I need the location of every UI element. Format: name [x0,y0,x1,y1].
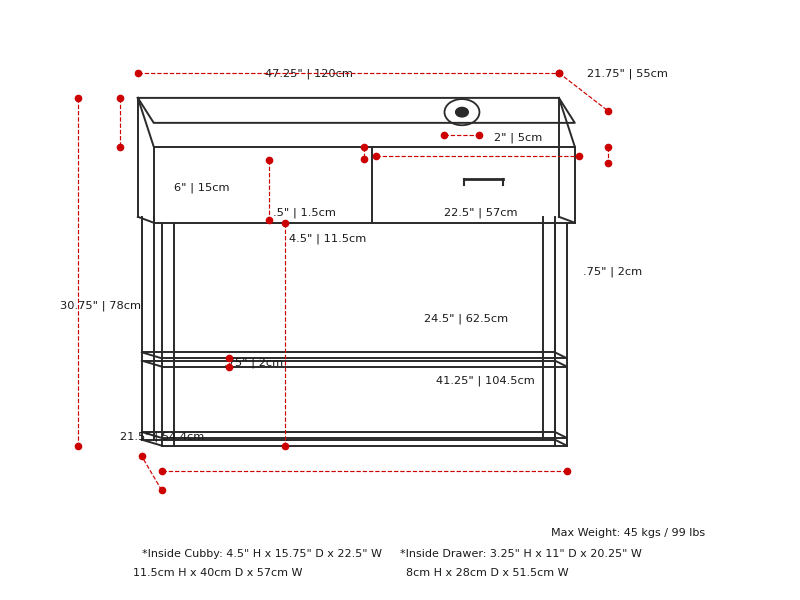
Text: 24.5" | 62.5cm: 24.5" | 62.5cm [424,313,508,324]
Circle shape [456,107,468,117]
Text: 41.25" | 104.5cm: 41.25" | 104.5cm [436,376,534,386]
Text: 21.75" | 55cm: 21.75" | 55cm [586,68,667,79]
Text: 6" | 15cm: 6" | 15cm [174,182,229,193]
Text: *Inside Cubby: 4.5" H x 15.75" D x 22.5" W: *Inside Cubby: 4.5" H x 15.75" D x 22.5"… [142,550,382,559]
Text: 11.5cm H x 40cm D x 57cm W: 11.5cm H x 40cm D x 57cm W [133,568,302,578]
Text: 21.5" | 54.4cm: 21.5" | 54.4cm [120,432,205,442]
Text: .75" | 2cm: .75" | 2cm [582,266,642,277]
Text: .5" | 1.5cm: .5" | 1.5cm [273,208,336,218]
Text: .75" | 2cm: .75" | 2cm [224,358,282,368]
Text: 8cm H x 28cm D x 51.5cm W: 8cm H x 28cm D x 51.5cm W [406,568,569,578]
Text: 30.75" | 78cm: 30.75" | 78cm [60,301,141,311]
Text: Max Weight: 45 kgs / 99 lbs: Max Weight: 45 kgs / 99 lbs [551,528,705,538]
Text: 22.5" | 57cm: 22.5" | 57cm [444,208,517,218]
Text: *Inside Drawer: 3.25" H x 11" D x 20.25" W: *Inside Drawer: 3.25" H x 11" D x 20.25"… [400,550,642,559]
Text: 2" | 5cm: 2" | 5cm [494,133,542,143]
Text: 4.5" | 11.5cm: 4.5" | 11.5cm [289,233,366,244]
Text: 47.25" | 120cm: 47.25" | 120cm [265,68,353,79]
